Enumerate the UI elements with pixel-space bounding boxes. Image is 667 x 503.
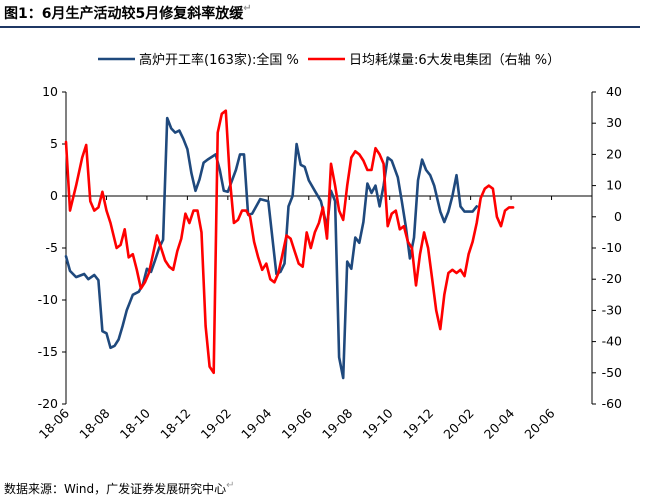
left-tick-label: 0 xyxy=(50,188,58,203)
x-tick-label: 19-06 xyxy=(279,405,315,441)
x-tick-label: 20-04 xyxy=(481,405,517,441)
chart-legend: 高炉开工率(163家):全国 % 日均耗煤量:6大发电集团（右轴 %） xyxy=(98,52,560,68)
left-tick-label: 5 xyxy=(50,136,58,151)
x-tick-label: 18-08 xyxy=(76,405,112,441)
legend-label-blast-furnace: 高炉开工率(163家):全国 % xyxy=(139,52,299,68)
left-tick-label: -10 xyxy=(38,292,58,307)
right-tick-label: 40 xyxy=(606,84,622,99)
data-source: 数据来源：Wind，广发证券发展研究中心 ↵ xyxy=(4,480,235,497)
series-line-coal-consumption xyxy=(64,109,515,375)
right-tick-label: 10 xyxy=(606,178,622,193)
x-tick-label: 19-12 xyxy=(400,406,436,442)
left-tick-label: -20 xyxy=(38,396,58,411)
left-tick-label: -5 xyxy=(46,240,58,255)
right-tick-label: 30 xyxy=(606,115,622,130)
x-tick-label: 19-08 xyxy=(319,405,355,441)
legend-label-coal-consumption: 日均耗煤量:6大发电集团（右轴 %） xyxy=(349,52,560,68)
x-tick-label: 20-02 xyxy=(440,406,476,442)
data-source-text: 数据来源：Wind，广发证券发展研究中心 xyxy=(4,482,227,496)
x-tick-label: 19-02 xyxy=(198,406,234,442)
chart-title: 图1：6月生产活动较5月修复斜率放缓 ↵ xyxy=(4,3,252,23)
left-tick-label: 10 xyxy=(42,84,58,99)
title-divider xyxy=(0,26,640,28)
right-tick-label: -30 xyxy=(602,302,622,317)
right-tick-label: -40 xyxy=(602,334,622,349)
x-tick-label: 18-10 xyxy=(117,405,153,441)
return-mark-icon: ↵ xyxy=(243,3,252,14)
right-tick-label: 20 xyxy=(606,146,622,161)
chart-axes: 10 5 0 -5 -10 -15 -20 40 30 20 10 0 -10 -20 -30 -40 -50 -… xyxy=(36,84,622,442)
x-tick-label: 18-12 xyxy=(157,406,193,442)
x-tick-label: 19-04 xyxy=(238,405,274,441)
chart-title-text: 图1：6月生产活动较5月修复斜率放缓 xyxy=(4,6,244,22)
right-tick-label: 0 xyxy=(614,209,622,224)
right-tick-label: -10 xyxy=(602,240,622,255)
right-tick-label: -60 xyxy=(602,396,622,411)
chart-series xyxy=(64,109,515,380)
x-tick-label: 20-06 xyxy=(521,405,557,441)
source-return-mark-icon: ↵ xyxy=(226,480,235,491)
right-tick-label: -50 xyxy=(602,365,622,380)
left-tick-label: -15 xyxy=(38,344,58,359)
x-tick-label: 19-10 xyxy=(360,405,396,441)
right-tick-label: -20 xyxy=(602,271,622,286)
